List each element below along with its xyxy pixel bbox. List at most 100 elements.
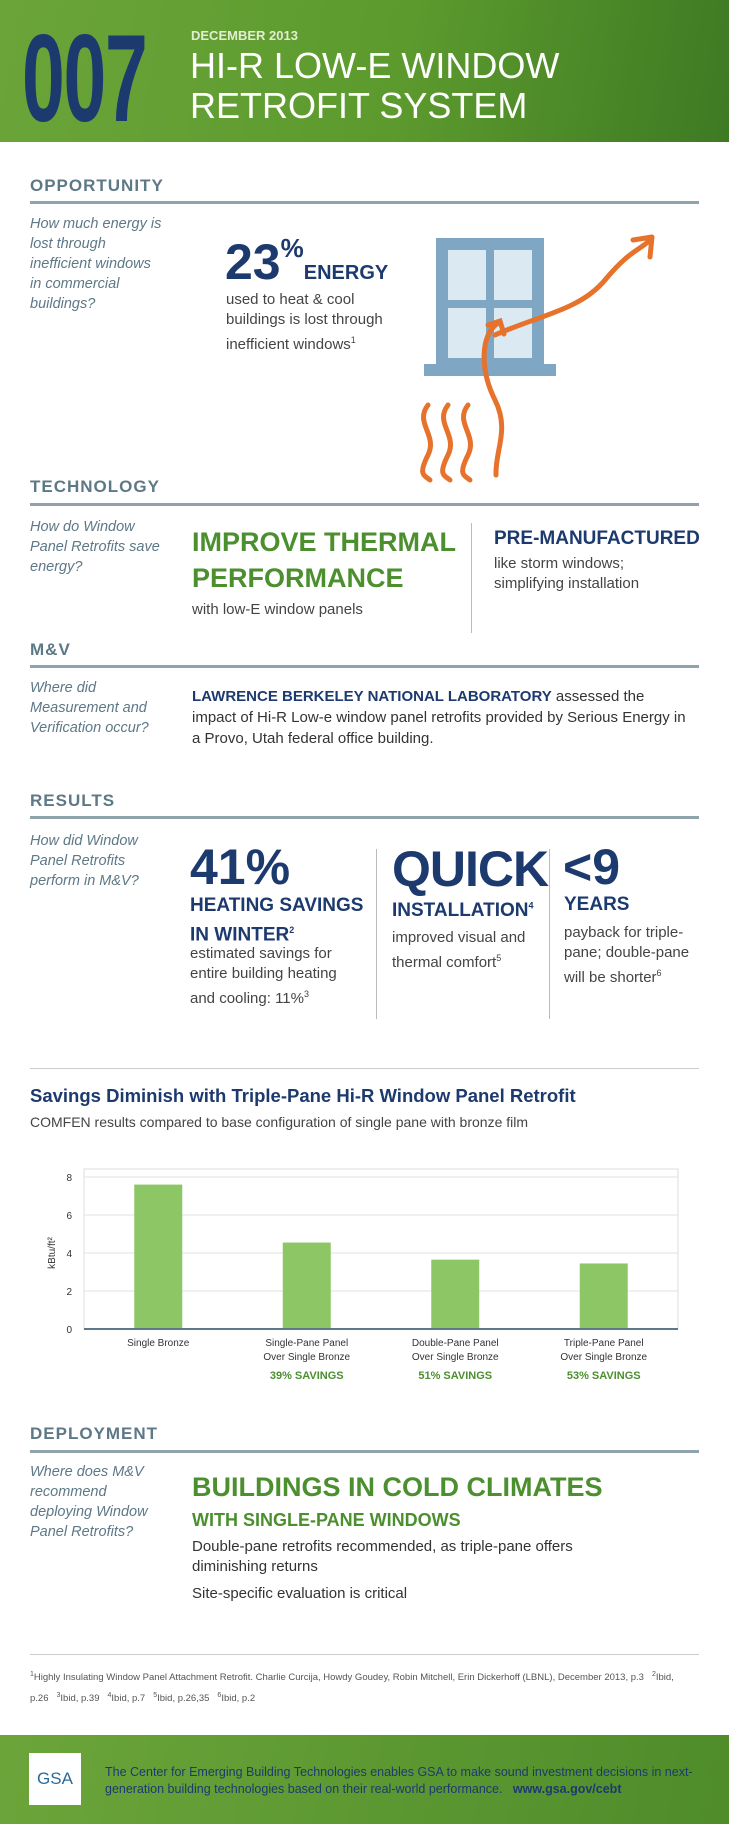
footnote-text: Ibid, p.7 <box>111 1693 146 1705</box>
footer-link[interactable]: www.gsa.gov/cebt <box>512 1782 622 1796</box>
savings-label: 39% SAVINGS <box>269 1370 344 1382</box>
arrow-head <box>485 317 507 337</box>
report-title: HI-R LOW-E WINDOW RETROFIT SYSTEM <box>190 46 559 126</box>
deploy-subtitle: WITH SINGLE-PANE WINDOWS <box>192 1510 461 1530</box>
footnote: 4Ibid, p.7 <box>107 1692 146 1705</box>
footnote-ref: 3 <box>303 989 309 999</box>
y-tick-label: 8 <box>66 1173 72 1184</box>
separator <box>30 1654 699 1655</box>
y-axis-label: kBtu/ft² <box>47 1236 58 1268</box>
footnote-mark: 1 <box>30 1671 34 1678</box>
bar <box>134 1184 183 1329</box>
tech-main: IMPROVE THERMAL PERFORMANCE <box>192 527 456 593</box>
result-label: INSTALLATION4 <box>392 900 534 922</box>
heat-wave <box>440 402 453 483</box>
window-illustration <box>420 234 655 483</box>
section-rule <box>30 503 699 506</box>
mv-lead: LAWRENCE BERKELEY NATIONAL LABORATORY <box>192 688 552 705</box>
window-pane <box>448 308 486 358</box>
bar <box>431 1259 480 1329</box>
result-label: HEATING SAVINGS IN WINTER2 <box>190 894 365 947</box>
footnote: 5Ibid, p.26,35 <box>153 1692 210 1705</box>
section-rule <box>30 201 699 204</box>
footnote-text: Highly Insulating Window Panel Attachmen… <box>33 1672 644 1684</box>
footnote-ref: 6 <box>656 968 662 978</box>
mv-text: LAWRENCE BERKELEY NATIONAL LABORATORY as… <box>192 686 687 749</box>
deploy-line: Double-pane retrofits recommended, as tr… <box>192 1538 573 1575</box>
text: used to heat & cool buildings is lost th… <box>226 291 383 353</box>
footnote-text: Ibid, p.26,35 <box>157 1693 210 1705</box>
heat-arrow <box>481 320 505 478</box>
result-text: improved visual and thermal comfort5 <box>392 928 532 973</box>
text: improved visual and thermal comfort <box>392 929 526 971</box>
section-question: Where does M&V recommend deploying Windo… <box>30 1464 148 1540</box>
deploy-line: Site-specific evaluation is critical <box>192 1585 408 1602</box>
x-tick-label: Triple-Pane Panel Over Single Bronze <box>560 1338 648 1363</box>
y-tick-label: 2 <box>66 1287 72 1298</box>
window-pane <box>448 250 486 300</box>
result-big: 41% <box>190 839 291 895</box>
chart: kBtu/ft² 0 2 4 6 8 <box>47 1168 679 1336</box>
heat-arrow <box>492 237 653 338</box>
section-question: Where did Measurement and Verification o… <box>30 680 149 736</box>
stat: 23%ENERGY <box>225 233 388 291</box>
mv-body: assessed the impact of Hi-R Low-e window… <box>192 688 686 747</box>
header-band <box>0 0 729 142</box>
footnote-mark: 2 <box>651 1671 656 1678</box>
section-heading: OPPORTUNITY <box>30 176 164 195</box>
divider <box>376 849 377 1019</box>
stat-text: used to heat & cool buildings is lost th… <box>226 290 396 355</box>
report-number: 007 <box>22 10 148 148</box>
stat-number: 23 <box>225 234 281 290</box>
stat-unit: % <box>280 233 304 263</box>
section-question: How do Window Panel Retrofits save energ… <box>30 519 160 575</box>
footnote-mark: 4 <box>107 1692 112 1700</box>
result-big: <9 <box>563 839 621 895</box>
tech-side: PRE-MANUFACTURED <box>494 528 700 549</box>
section-heading: DEPLOYMENT <box>30 1424 159 1443</box>
footnote-mark: 6 <box>217 1692 222 1700</box>
footnote: 2Ibid, p.26 <box>30 1671 674 1705</box>
result-big: QUICK <box>392 841 549 897</box>
footnote-mark: 3 <box>56 1692 61 1700</box>
section-rule <box>30 816 699 819</box>
text: HEATING SAVINGS IN WINTER <box>190 895 364 946</box>
text: The Center for Emerging Building Technol… <box>105 1765 693 1796</box>
section-heading: RESULTS <box>30 791 116 810</box>
text: INSTALLATION <box>392 900 529 921</box>
savings-label: 53% SAVINGS <box>566 1370 641 1382</box>
section-question: How did Window Panel Retrofits perform i… <box>30 833 139 889</box>
stat-label: ENERGY <box>303 262 389 284</box>
text: payback for triple-pane; double-pane wil… <box>564 924 690 986</box>
text: estimated savings for entire building he… <box>190 945 337 1007</box>
tech-main-sub: with low-E window panels <box>192 601 363 618</box>
footnote-ref: 2 <box>289 925 295 935</box>
chart-title: Savings Diminish with Triple-Pane Hi-R W… <box>30 1085 576 1106</box>
heat-wave <box>420 402 433 483</box>
title-line: RETROFIT SYSTEM <box>190 85 528 126</box>
arrow-head <box>630 234 655 260</box>
divider <box>549 849 550 1019</box>
section-heading: TECHNOLOGY <box>30 477 160 496</box>
section-rule <box>30 1450 699 1453</box>
footnote-text: Ibid, p.2 <box>221 1693 256 1705</box>
footnote-text: Ibid, p.39 <box>60 1693 100 1705</box>
x-tick-label: Single-Pane Panel Over Single Bronze <box>263 1338 351 1363</box>
footnote-ref: 1 <box>350 335 356 345</box>
footnote: 1Highly Insulating Window Panel Attachme… <box>30 1671 644 1684</box>
divider <box>471 523 472 633</box>
footnote-text: Ibid, p.26 <box>30 1672 674 1705</box>
chart-subtitle: COMFEN results compared to base configur… <box>30 1114 529 1130</box>
footnote: 3Ibid, p.39 <box>56 1692 100 1705</box>
section-rule <box>30 665 699 668</box>
report-date: DECEMBER 2013 <box>191 28 298 43</box>
result-label: YEARS <box>564 894 630 915</box>
bar <box>282 1242 331 1329</box>
title-line: HI-R LOW-E WINDOW <box>190 45 560 86</box>
x-tick-label: Double-Pane Panel Over Single Bronze <box>411 1338 499 1363</box>
separator <box>30 1068 699 1069</box>
window-pane <box>494 250 532 300</box>
tech-side-sub: like storm windows; simplifying installa… <box>494 555 640 592</box>
result-text: payback for triple-pane; double-pane wil… <box>564 923 699 988</box>
